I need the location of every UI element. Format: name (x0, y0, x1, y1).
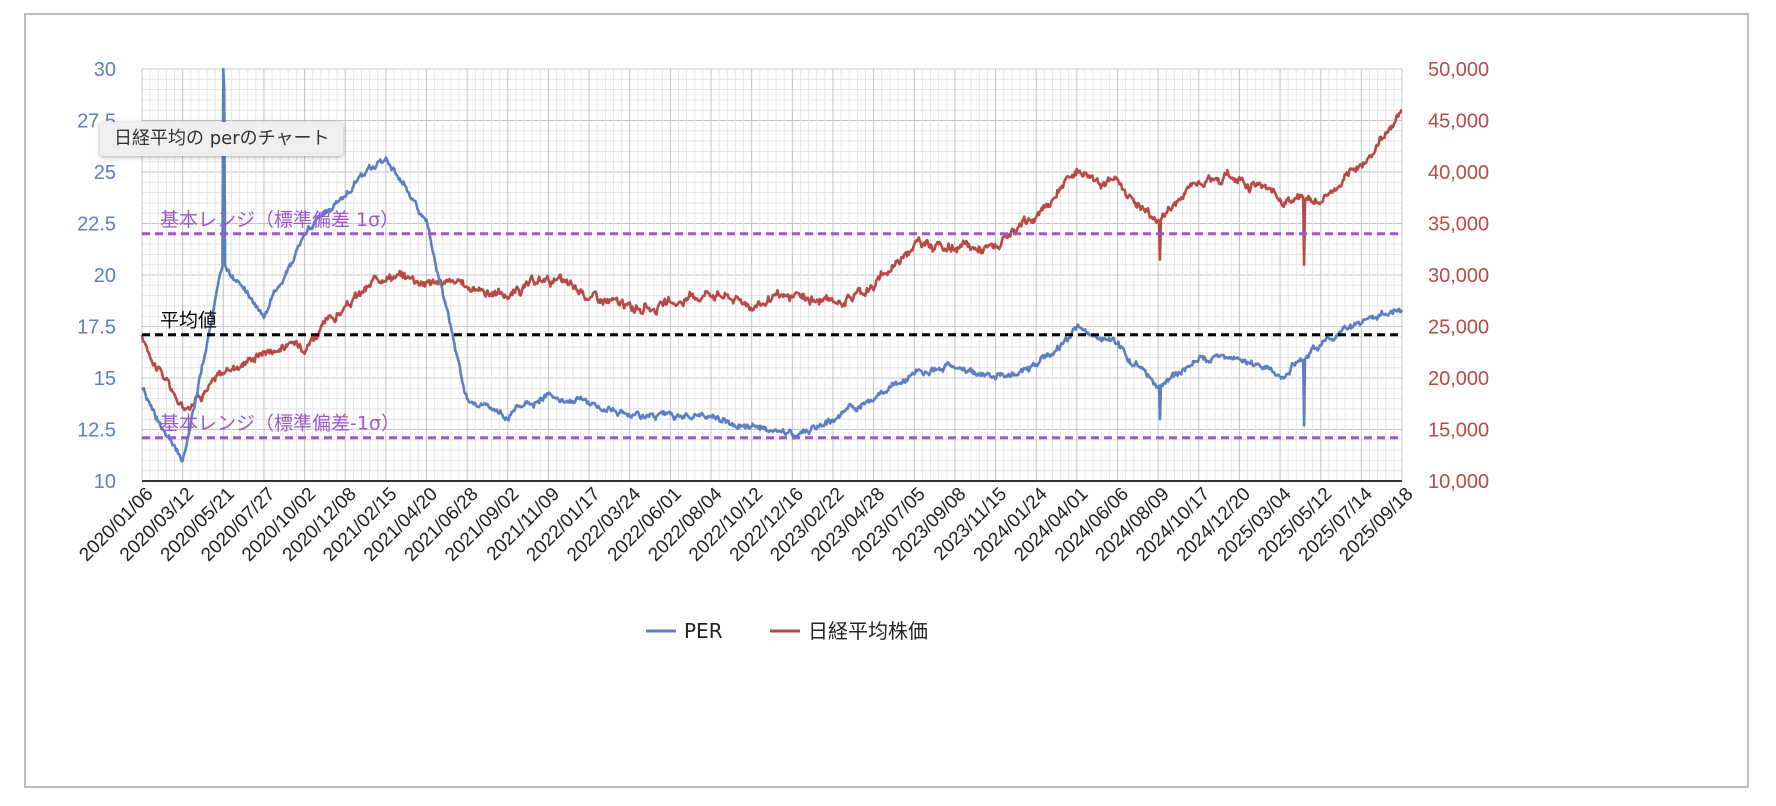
mean-line-label: 平均値 (160, 310, 217, 332)
chart-frame: 基本レンジ（標準偏差 1σ） 平均値基本レンジ（標準偏差-1σ） 10 12.5 15… (24, 13, 1749, 788)
legend[interactable]: PER 日経平均株価 (646, 619, 928, 643)
left-tick-label: 20 (94, 265, 116, 287)
right-tick-label: 35,000 (1428, 214, 1489, 236)
right-tick-label: 25,000 (1428, 317, 1489, 339)
right-tick-label: 50,000 (1428, 59, 1489, 81)
right-tick-label: 10,000 (1428, 471, 1489, 493)
right-tick-label: 30,000 (1428, 265, 1489, 287)
right-tick-label: 20,000 (1428, 368, 1489, 390)
sigma-band-label: 基本レンジ（標準偏差-1σ） (160, 413, 400, 435)
left-tick-label: 15 (94, 368, 116, 390)
right-tick-label: 45,000 (1428, 111, 1489, 133)
legend-nikkei-label: 日経平均株価 (808, 619, 928, 643)
series-nikkei-line (140, 108, 1403, 412)
series-lines (140, 67, 1404, 463)
left-tick-label: 10 (94, 471, 116, 493)
right-tick-label: 40,000 (1428, 162, 1489, 184)
series-per-line (140, 67, 1404, 463)
legend-per-label: PER (684, 619, 723, 643)
right-tick-label: 15,000 (1428, 420, 1489, 442)
left-tick-label: 17.5 (77, 317, 116, 339)
left-tick-label: 12.5 (77, 420, 116, 442)
left-tick-label: 30 (94, 59, 116, 81)
left-tick-label: 22.5 (77, 214, 116, 236)
sigma-band-label: 基本レンジ（標準偏差 1σ） (160, 209, 399, 231)
grid (141, 68, 1403, 482)
left-tick-label: 25 (94, 162, 116, 184)
chart-title-tooltip: 日経平均の perのチャート (100, 122, 344, 156)
